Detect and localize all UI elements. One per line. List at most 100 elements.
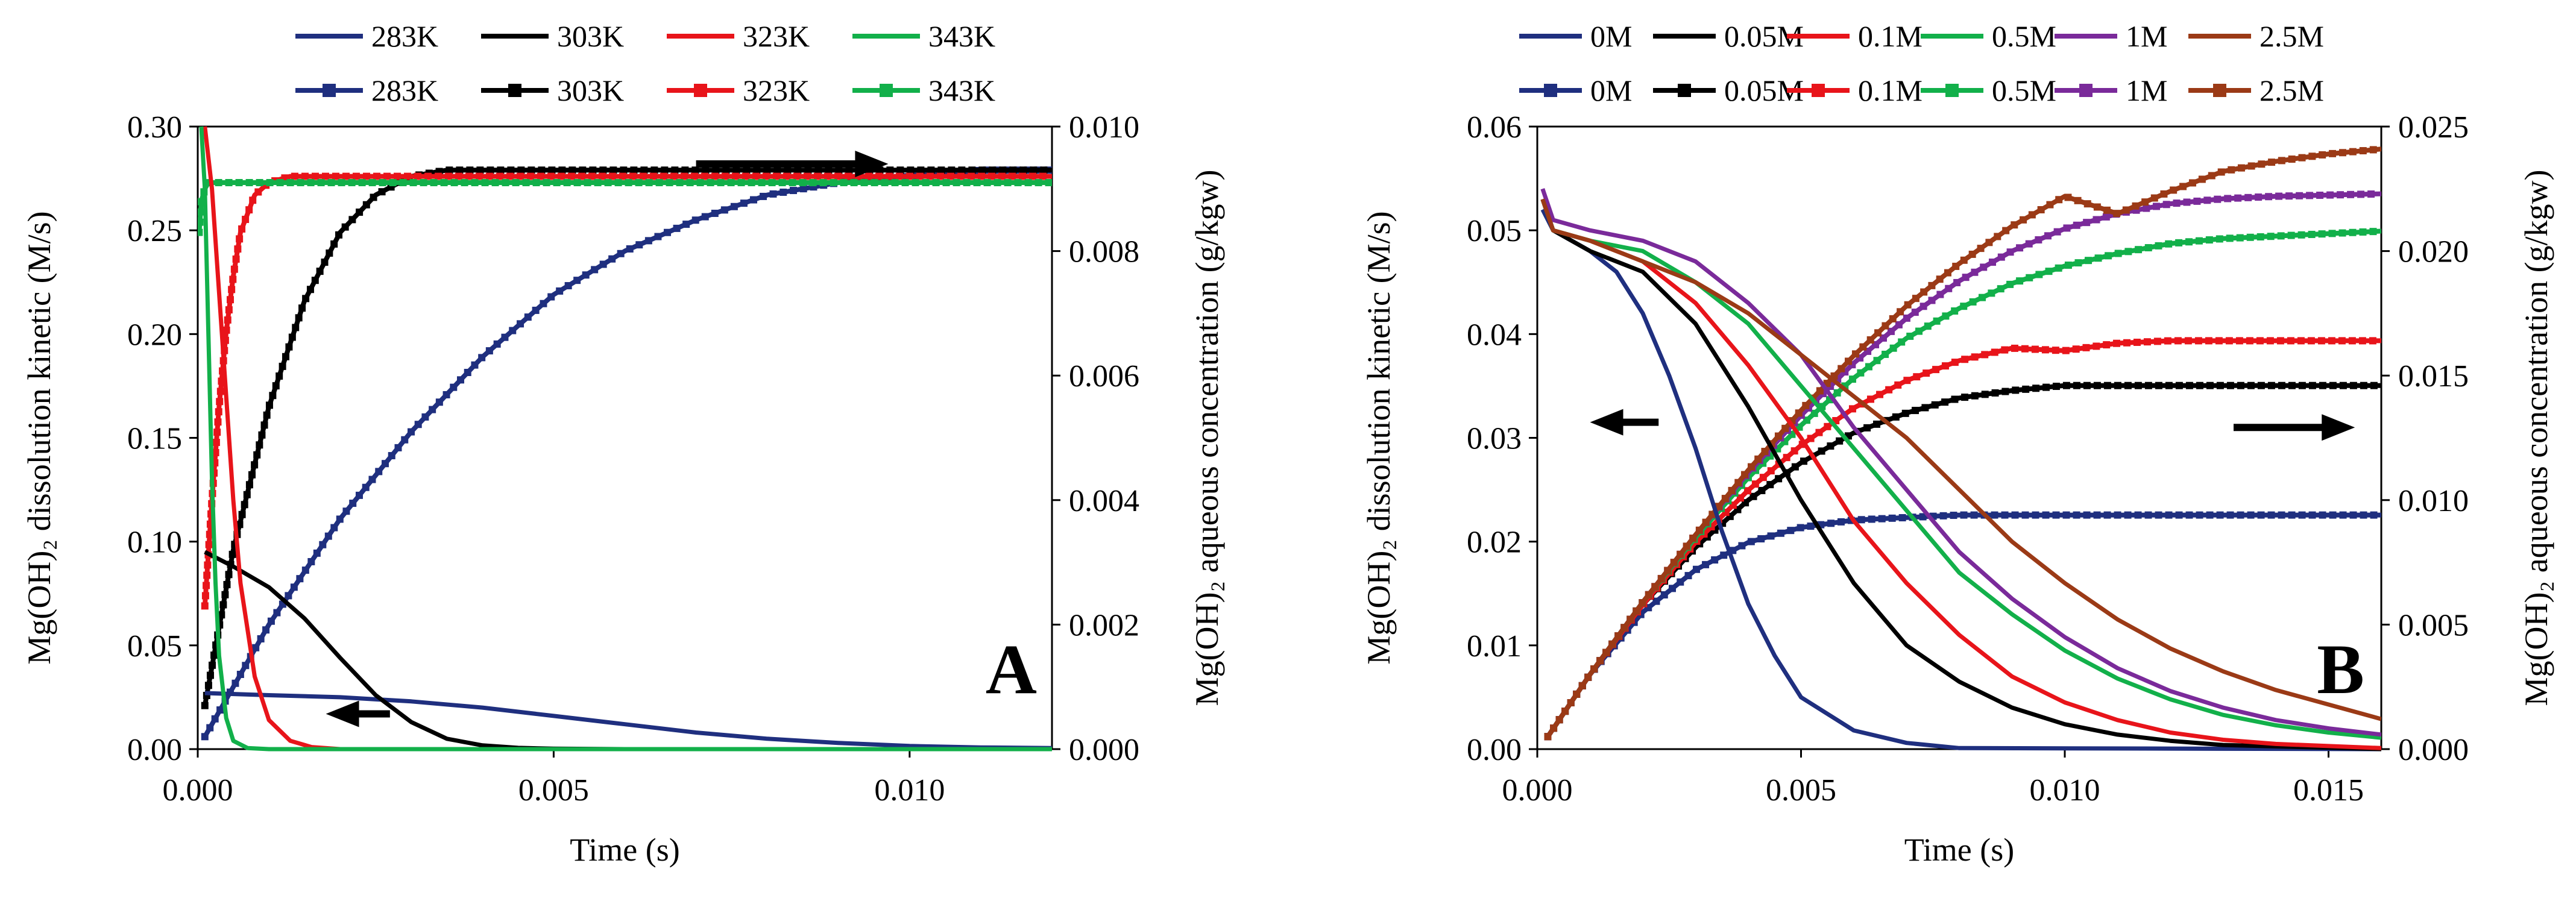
legend-label: 283K	[371, 74, 438, 107]
panel-letter: A	[986, 630, 1037, 709]
marker-0.1M	[2348, 337, 2356, 345]
marker-2.5M	[1561, 708, 1569, 715]
marker-0.5M	[2328, 230, 2336, 237]
marker-343K	[840, 179, 848, 186]
marker-323K	[455, 172, 463, 180]
marker-0M	[1919, 513, 1927, 521]
marker-2.5M	[2319, 151, 2326, 159]
marker-343K	[932, 179, 940, 186]
marker-0.1M	[1759, 474, 1767, 482]
marker-343K	[379, 179, 386, 186]
marker-343K	[399, 179, 407, 186]
marker-2.5M	[2369, 146, 2377, 154]
marker-323K	[629, 172, 637, 180]
marker-1M	[1962, 274, 1970, 281]
marker-2.5M	[2122, 206, 2130, 214]
marker-343K	[235, 179, 243, 186]
marker-0.05M	[2288, 381, 2296, 389]
marker-0.1M	[1876, 391, 1884, 398]
marker-283K	[242, 662, 250, 670]
marker-283K	[450, 383, 458, 391]
marker-323K	[476, 172, 483, 180]
marker-303K	[937, 166, 945, 174]
marker-0.5M	[1882, 350, 1889, 358]
marker-343K	[471, 179, 479, 186]
marker-343K	[317, 179, 325, 186]
marker-2.5M	[2020, 216, 2027, 224]
marker-0.05M	[2298, 381, 2306, 389]
marker-1M	[2083, 219, 2091, 227]
marker-2.5M	[1627, 615, 1634, 623]
marker-323K	[547, 172, 555, 180]
plot-frame	[1536, 125, 2382, 750]
marker-303K	[223, 581, 231, 589]
marker-2.5M	[2160, 190, 2168, 198]
marker-283K	[296, 575, 304, 583]
marker-2.5M	[1695, 526, 1703, 534]
marker-0.1M	[1783, 454, 1790, 462]
marker-0.5M	[1988, 289, 1995, 297]
marker-0.1M	[2276, 337, 2284, 345]
marker-0.1M	[2041, 346, 2049, 354]
marker-0.05M	[2226, 381, 2234, 389]
marker-0M	[2226, 511, 2234, 519]
marker-0.05M	[2103, 381, 2111, 389]
marker-1M	[2016, 244, 2024, 252]
marker-343K	[409, 179, 417, 186]
marker-0.5M	[1978, 294, 1986, 301]
marker-0.5M	[2215, 235, 2223, 243]
marker-0.1M	[2164, 337, 2171, 345]
marker-343K	[891, 179, 899, 186]
marker-0M	[1738, 542, 1746, 550]
marker-0.5M	[2256, 233, 2264, 240]
marker-343K	[799, 179, 807, 186]
marker-1M	[2337, 191, 2345, 199]
kinetic-series-343K	[199, 126, 1052, 752]
arrow-head-right	[855, 150, 889, 177]
marker-303K	[253, 451, 261, 459]
marker-343K	[778, 179, 786, 186]
marker-0.1M	[2369, 337, 2376, 345]
marker-0M	[1797, 524, 1804, 532]
marker-1M	[1971, 268, 1979, 276]
panel-letter: B	[2317, 630, 2364, 709]
marker-2.5M	[2011, 221, 2018, 229]
marker-283K	[435, 398, 443, 406]
marker-0.5M	[2064, 261, 2072, 269]
marker-323K	[394, 172, 402, 180]
x-tick-label: 0.010	[874, 773, 945, 808]
marker-303K	[620, 166, 628, 174]
marker-283K	[471, 361, 479, 369]
marker-0.05M	[1941, 398, 1949, 406]
marker-1M	[2347, 190, 2355, 198]
marker-323K	[937, 172, 945, 180]
legend-marker-2.5M	[2213, 84, 2226, 97]
marker-343K	[676, 179, 684, 186]
marker-2.5M	[2349, 148, 2357, 155]
y-left-tick-label: 0.01	[1467, 629, 1522, 664]
marker-283K	[362, 483, 370, 491]
marker-303K	[999, 166, 1007, 174]
marker-1M	[2152, 202, 2160, 210]
marker-1M	[2306, 192, 2314, 199]
marker-323K	[670, 172, 678, 180]
marker-0.1M	[1824, 422, 1831, 430]
marker-2.5M	[1683, 542, 1690, 550]
marker-0M	[1652, 597, 1660, 605]
marker-2.5M	[1614, 632, 1622, 640]
marker-323K	[228, 286, 236, 294]
marker-283K	[635, 241, 643, 249]
marker-323K	[886, 172, 893, 180]
marker-2.5M	[1845, 357, 1853, 365]
marker-2.5M	[1944, 269, 1951, 277]
marker-283K	[509, 327, 517, 334]
marker-0M	[1888, 514, 1896, 522]
marker-0.05M	[2237, 381, 2244, 389]
marker-0.05M	[1775, 475, 1783, 483]
marker-1M	[2203, 196, 2211, 204]
marker-323K	[322, 172, 330, 180]
marker-323K	[435, 172, 442, 180]
legend-label: 0.1M	[1858, 19, 1923, 53]
marker-2.5M	[1985, 239, 1993, 246]
marker-0.1M	[2123, 339, 2130, 347]
